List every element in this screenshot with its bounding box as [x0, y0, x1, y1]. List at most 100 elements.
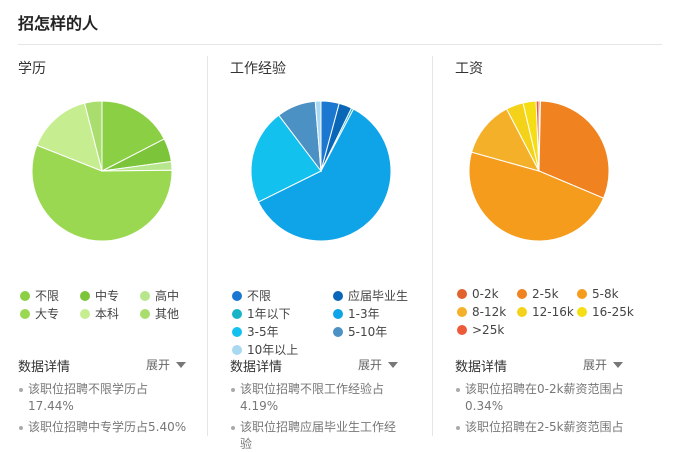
legend-label: 高中 — [155, 289, 180, 303]
legend-swatch — [333, 291, 343, 301]
legend-label: 0-2k — [472, 287, 499, 301]
pie-slice — [470, 108, 540, 172]
legend-item: 应届毕业生 — [333, 287, 408, 304]
legend-swatch — [577, 289, 587, 299]
bullet — [19, 388, 23, 392]
legend-label: 中专 — [95, 289, 120, 303]
detail-line: 该职位招聘在2-5k薪资范围占 — [465, 420, 624, 434]
legend-swatch — [140, 309, 150, 319]
bullet — [19, 426, 23, 430]
detail-line: 该职位招聘在0-2k薪资范围占0.34% — [465, 382, 624, 413]
legend-label: 3-5年 — [247, 325, 279, 339]
pie-slice — [257, 108, 392, 242]
pie-slice — [250, 114, 322, 203]
detail-line: 该职位招聘应届毕业生工作经验 — [240, 420, 397, 451]
legend-label: 2-5k — [532, 287, 559, 301]
pie-slice — [83, 100, 103, 172]
legend-label: 5-10年 — [348, 325, 388, 339]
legend-swatch — [20, 291, 30, 301]
legend-item: 5-8k — [577, 287, 619, 301]
legend-swatch — [457, 289, 467, 299]
legend-item: 大专 — [20, 305, 59, 322]
legend-item: 不限 — [20, 287, 59, 304]
legend-swatch — [232, 345, 242, 355]
expand-arrow — [176, 362, 186, 368]
legend-item: 不限 — [232, 287, 271, 304]
legend-swatch — [80, 309, 90, 319]
pie-slice — [31, 144, 173, 242]
pie-slice — [535, 100, 540, 172]
bullet — [231, 388, 235, 392]
legend-item: 2-5k — [517, 287, 559, 301]
legend-label: 12-16k — [532, 305, 574, 319]
legend-label: 本科 — [95, 307, 120, 321]
pie-slice — [538, 100, 610, 199]
legend-label: 1年以下 — [247, 307, 291, 321]
detail-title: 数据详情 — [18, 360, 71, 375]
pie-slice — [314, 100, 322, 172]
detail-line: 该职位招聘中专学历占5.40% — [28, 420, 187, 434]
legend-label: 大专 — [35, 307, 60, 321]
legend-item: 高中 — [140, 287, 179, 304]
divider — [207, 56, 208, 436]
legend-item: 10年以上 — [232, 341, 298, 358]
legend-swatch — [20, 309, 30, 319]
detail-line: 该职位招聘不限工作经验占4.19% — [240, 382, 385, 413]
legend-item: 本科 — [80, 305, 119, 322]
expand-arrow — [388, 362, 398, 368]
legend-label: 10年以上 — [247, 343, 299, 357]
legend-swatch — [232, 309, 242, 319]
legend-item: 其他 — [140, 305, 179, 322]
legend-label: 1-3年 — [348, 307, 380, 321]
legend-swatch — [140, 291, 150, 301]
legend-label: 其他 — [155, 307, 180, 321]
legend-label: 不限 — [247, 289, 272, 303]
legend-item: 5-10年 — [333, 323, 387, 340]
bullet — [231, 426, 235, 430]
legend-item: 16-25k — [577, 305, 634, 319]
detail-title: 数据详情 — [230, 360, 283, 375]
legend-item: >25k — [457, 323, 504, 337]
pie-slice — [101, 100, 165, 172]
bullet — [456, 388, 460, 392]
legend-swatch — [577, 307, 587, 317]
legend-swatch — [333, 327, 343, 337]
divider — [18, 44, 662, 45]
legend-swatch — [517, 289, 527, 299]
legend-label: 16-25k — [592, 305, 634, 319]
legend-swatch — [232, 291, 242, 301]
legend-item: 8-12k — [457, 305, 506, 319]
legend-label: >25k — [472, 323, 505, 337]
legend-swatch — [80, 291, 90, 301]
detail-title: 数据详情 — [455, 360, 508, 375]
chart-title: 学历 — [18, 61, 46, 77]
legend-item: 3-5年 — [232, 323, 279, 340]
legend-swatch — [333, 309, 343, 319]
expand-button[interactable]: 展开 — [146, 358, 171, 372]
legend-swatch — [457, 325, 467, 335]
expand-button[interactable]: 展开 — [583, 358, 608, 372]
chart-title: 工资 — [455, 61, 483, 77]
bullet — [456, 426, 460, 430]
legend-swatch — [232, 327, 242, 337]
detail-line: 该职位招聘不限学历占17.44% — [28, 382, 149, 413]
legend-label: 8-12k — [472, 305, 507, 319]
legend-item: 中专 — [80, 287, 119, 304]
legend-label: 应届毕业生 — [348, 289, 409, 303]
divider — [432, 56, 433, 436]
legend-item: 12-16k — [517, 305, 574, 319]
expand-button[interactable]: 展开 — [358, 358, 383, 372]
page-title: 招怎样的人 — [18, 14, 99, 33]
legend-item: 1年以下 — [232, 305, 291, 322]
legend-item: 1-3年 — [333, 305, 380, 322]
chart-title: 工作经验 — [230, 61, 286, 77]
legend-swatch — [517, 307, 527, 317]
expand-arrow — [613, 362, 623, 368]
legend-label: 5-8k — [592, 287, 619, 301]
legend-item: 0-2k — [457, 287, 499, 301]
legend-swatch — [457, 307, 467, 317]
pie-slice — [468, 151, 605, 242]
pie-slice — [36, 102, 103, 172]
